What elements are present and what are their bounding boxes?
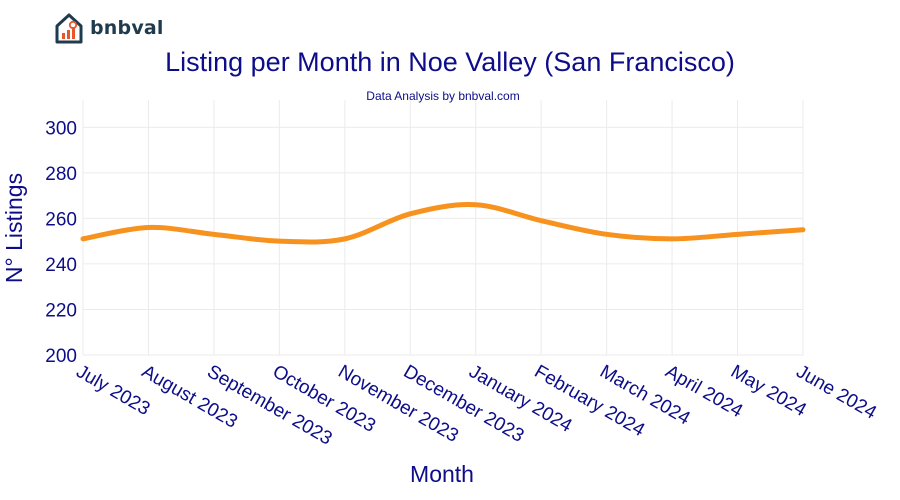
y-axis-label: N° Listings (1, 173, 27, 283)
y-tick-label: 220 (45, 300, 77, 321)
x-tick-label: June 2024 (793, 361, 881, 424)
brand-name: bnbval (90, 17, 164, 39)
chart-subtitle: Data Analysis by bnbval.com (366, 89, 519, 103)
house-chart-icon (55, 13, 83, 44)
x-gridlines (82, 100, 804, 355)
x-axis-label: Month (410, 461, 474, 487)
x-tick-label: July 2023 (73, 361, 154, 420)
y-gridlines (83, 126, 803, 356)
y-tick-label: 280 (45, 164, 77, 185)
y-tick-labels: 200 220 240 260 280 300 (45, 118, 77, 367)
brand-logo: bnbval (54, 12, 164, 44)
y-tick-label: 200 (45, 346, 77, 367)
series-line-listings (80, 202, 806, 245)
x-tick-label: February 2024 (531, 361, 649, 441)
chart-title: Listing per Month in Noe Valley (San Fra… (165, 47, 735, 77)
y-tick-label: 240 (45, 255, 77, 276)
y-tick-label: 260 (45, 209, 77, 230)
y-tick-label: 300 (45, 118, 77, 139)
